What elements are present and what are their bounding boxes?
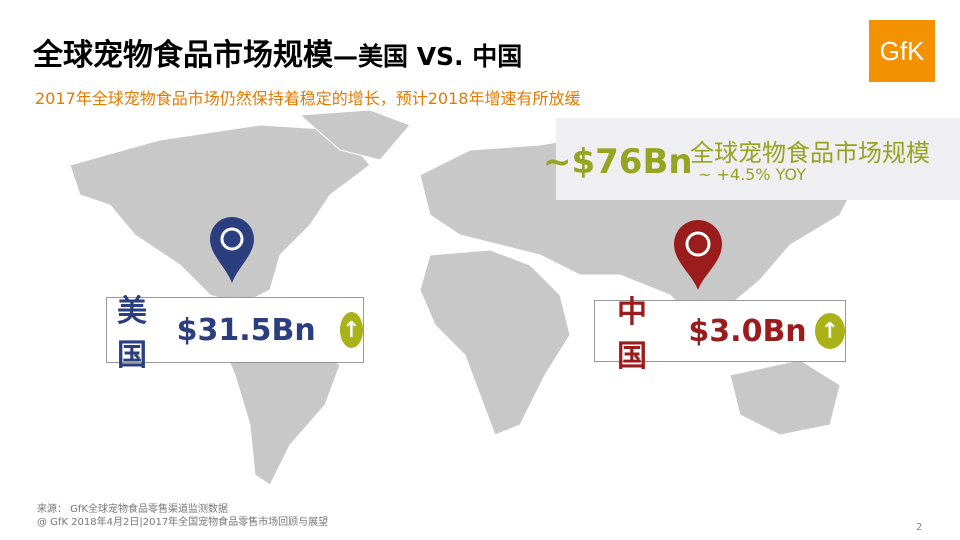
arrow-up-icon: ↑ — [339, 312, 363, 348]
china-location-pin-icon — [674, 220, 722, 290]
china-market-box: 中国 $3.0Bn ↑ — [594, 295, 846, 374]
gfk-logo: GfK — [869, 20, 935, 82]
global-market-label: 全球宠物食品市场规模 — [690, 139, 930, 167]
china-label: 中国 — [617, 295, 647, 374]
copyright-note: @ GfK 2018年4月2日|2017年全国宠物食品零售市场回顾与展望 — [37, 517, 329, 528]
page-number: 2 — [916, 522, 923, 533]
us-market-box: 美国 $31.5Bn ↑ — [106, 294, 364, 373]
global-growth: ~ +4.5% YOY — [698, 165, 807, 184]
global-market-panel — [556, 118, 960, 200]
subtitle: 2017年全球宠物食品市场仍然保持着稳定的增长，预计2018年增速有所放缓 — [35, 89, 581, 108]
page-title: 全球宠物食品市场规模—美国 VS. 中国 — [33, 38, 523, 73]
source-note: 来源： GfK全球宠物食品零售渠道监测数据 — [37, 504, 229, 515]
arrow-up-icon: ↑ — [814, 313, 845, 349]
us-value: $31.5Bn — [176, 312, 316, 348]
china-value: $3.0Bn — [688, 313, 807, 349]
global-market-value: ~$76Bn — [543, 142, 693, 182]
us-label: 美国 — [117, 294, 147, 373]
us-location-pin-icon — [210, 217, 254, 283]
